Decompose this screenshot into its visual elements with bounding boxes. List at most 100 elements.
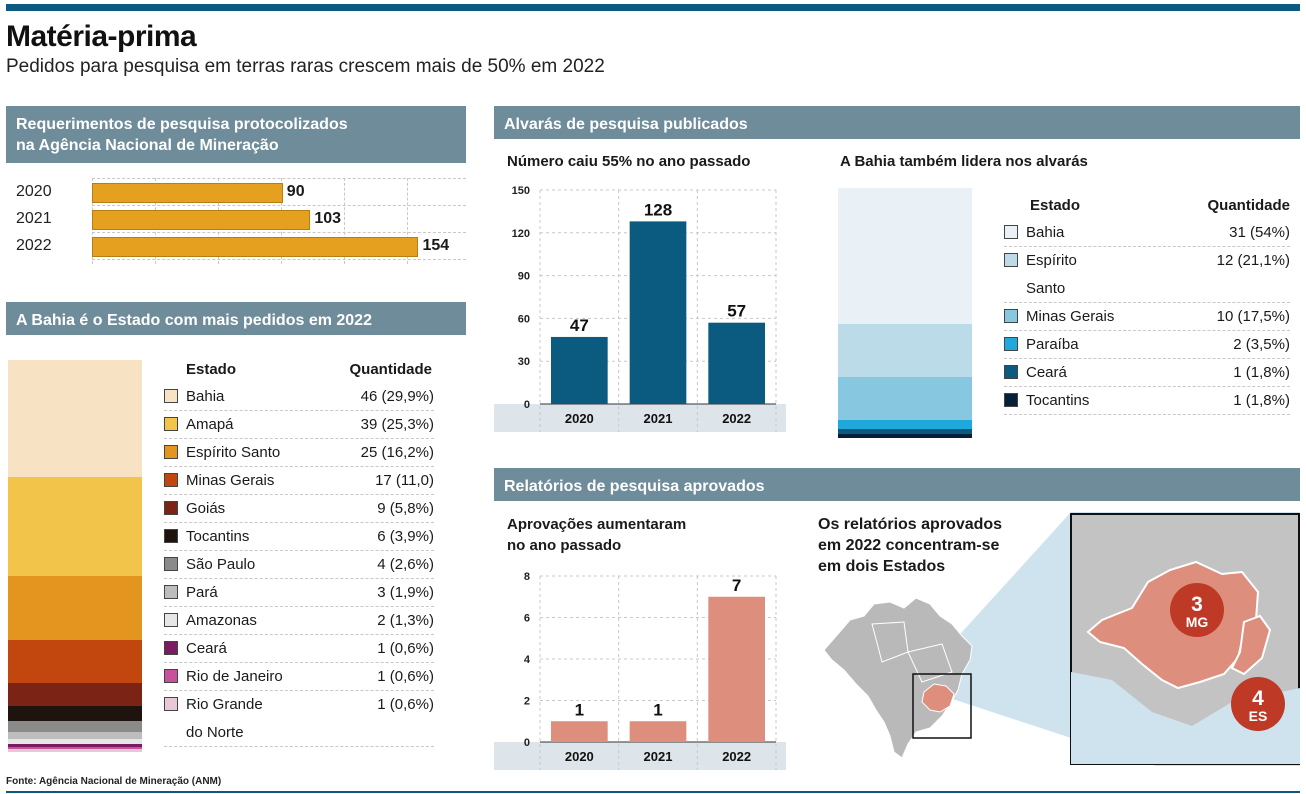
- relatorios-chart-title: Aprovações aumentaram no ano passado: [507, 516, 687, 554]
- pedidos-quantidade: 6 (3,9%): [377, 528, 434, 545]
- req-year-label: 2022: [16, 237, 52, 254]
- pedidos-segment: [8, 746, 142, 750]
- relatorios-ytick: 0: [524, 737, 530, 749]
- alvaras-ytick: 0: [524, 399, 530, 411]
- alvaras-estado: Minas Gerais: [1026, 308, 1115, 325]
- alvaras-segment: [838, 188, 972, 324]
- pedidos-quantidade: 1 (0,6%): [377, 696, 434, 713]
- alvaras-estado: Bahia: [1026, 224, 1065, 241]
- alvaras-ytick: 90: [518, 271, 530, 283]
- pedidos-segment: [8, 360, 142, 478]
- alvaras-ytick: 120: [512, 228, 530, 240]
- bottom-accent-line: [6, 791, 1300, 793]
- alvaras-row: Minas Gerais 10 (17,5%): [1004, 303, 1290, 331]
- alvaras-estado: Espírito Santo: [1026, 252, 1077, 297]
- req-bar: [92, 210, 311, 230]
- pedidos-swatch: [164, 641, 178, 655]
- alvaras-segment: [838, 323, 972, 377]
- req-value-label: 154: [422, 237, 450, 254]
- mg-es-small: [921, 683, 955, 713]
- top-accent-bar: [6, 4, 1300, 11]
- pedidos-row: Rio de Janeiro 1 (0,6%): [164, 663, 434, 691]
- page-subtitle: Pedidos para pesquisa em terras raras cr…: [6, 56, 605, 77]
- pedidos-col-estado: Estado: [186, 361, 237, 378]
- alvaras-quantidade: 1 (1,8%): [1233, 364, 1290, 381]
- alvaras-swatch: [1004, 225, 1018, 239]
- pedidos-swatch: [164, 445, 178, 459]
- req-bar: [92, 183, 283, 203]
- pedidos-quantidade: 2 (1,3%): [377, 612, 434, 629]
- pedidos-segment: [8, 744, 142, 747]
- req-gridline: [344, 178, 345, 264]
- pedidos-swatch: [164, 697, 178, 711]
- pedidos-row: Rio Grande do Norte 1 (0,6%): [164, 691, 434, 747]
- alvaras-ytick: 60: [518, 313, 530, 325]
- pedidos-segment: [8, 640, 142, 684]
- relatorios-value-label: 7: [732, 576, 741, 595]
- alvaras-col-estado: Estado: [1030, 197, 1081, 214]
- section-bahia-pedidos: A Bahia é o Estado com mais pedidos em 2…: [6, 302, 466, 335]
- alvaras-category-label: 2020: [565, 411, 594, 426]
- pedidos-quantidade: 46 (29,9%): [360, 388, 434, 405]
- brazil-map: 3 MG 4 ES: [823, 512, 1300, 766]
- section-relatorios: Relatórios de pesquisa aprovados: [494, 468, 1300, 501]
- pedidos-quantidade: 25 (16,2%): [360, 444, 434, 461]
- alvaras-swatch: [1004, 309, 1018, 323]
- pedidos-estado: Rio de Janeiro: [186, 668, 283, 685]
- req-gridline: [92, 232, 466, 233]
- pedidos-estado: Goiás: [186, 500, 226, 517]
- pedidos-row: Espírito Santo 25 (16,2%): [164, 439, 434, 467]
- pedidos-segment: [8, 749, 142, 752]
- alvaras-row: Bahia 31 (54%): [1004, 219, 1290, 247]
- pedidos-segment: [8, 721, 142, 732]
- pedidos-swatch: [164, 473, 178, 487]
- map-zoom-box: [912, 673, 972, 739]
- source-note: Fonte: Agência Nacional de Mineração (AN…: [6, 776, 222, 787]
- alvaras-value-label: 128: [644, 200, 672, 219]
- inset-ocean: [1071, 672, 1300, 764]
- relatorios-ytick: 8: [524, 571, 530, 583]
- pedidos-estado: Tocantins: [186, 528, 250, 545]
- pedidos-quantidade: 1 (0,6%): [377, 640, 434, 657]
- pedidos-row: Minas Gerais 17 (11,0): [164, 467, 434, 495]
- relatorios-chart: 0 2 4 6 8 1 2020 1 2021 7 2022: [494, 571, 786, 770]
- alvaras-stacked-bar: [838, 188, 972, 438]
- alvaras-quantidade: 1 (1,8%): [1233, 392, 1290, 409]
- map-title: Os relatórios aprovados em 2022 concentr…: [818, 516, 1003, 575]
- alvaras-segment: [838, 376, 972, 421]
- pedidos-swatch: [164, 585, 178, 599]
- pedidos-segment: [8, 576, 142, 640]
- section-requerimentos: Requerimentos de pesquisa protocolizados…: [6, 106, 466, 163]
- alvaras-chart: 0 30 60 90 120 150 47 2020 128 2021 57 2022: [494, 185, 786, 432]
- pedidos-estado: Amazonas: [186, 612, 257, 629]
- alvaras-bar: [629, 221, 687, 404]
- pedidos-estado: Rio Grande do Norte: [186, 696, 263, 741]
- pedidos-quantidade: 9 (5,8%): [377, 500, 434, 517]
- alvaras-segment: [838, 433, 972, 438]
- alvaras-ytick: 150: [512, 185, 530, 197]
- req-year-label: 2020: [16, 183, 52, 200]
- brazil-state-borders: [871, 621, 953, 683]
- relatorios-ytick: 4: [524, 654, 531, 666]
- relatorios-bar: [551, 721, 608, 742]
- req-gridline: [407, 178, 408, 264]
- pedidos-stacked-bar: [8, 360, 142, 752]
- pedidos-quantidade: 17 (11,0): [375, 472, 434, 489]
- pedidos-row: Tocantins 6 (3,9%): [164, 523, 434, 551]
- alvaras-value-label: 47: [570, 316, 589, 335]
- mg-marker: [1170, 583, 1224, 637]
- alvaras-swatch: [1004, 337, 1018, 351]
- pedidos-swatch: [164, 389, 178, 403]
- pedidos-row: Amapá 39 (25,3%): [164, 411, 434, 439]
- relatorios-value-label: 1: [575, 700, 584, 719]
- pedidos-row: Amazonas 2 (1,3%): [164, 607, 434, 635]
- pedidos-row: Pará 3 (1,9%): [164, 579, 434, 607]
- alvaras-quantidade: 10 (17,5%): [1216, 308, 1290, 325]
- pedidos-row: Ceará 1 (0,6%): [164, 635, 434, 663]
- alvaras-swatch: [1004, 393, 1018, 407]
- alvaras-row: Ceará 1 (1,8%): [1004, 359, 1290, 387]
- pedidos-row: São Paulo 4 (2,6%): [164, 551, 434, 579]
- pedidos-swatch: [164, 669, 178, 683]
- pedidos-segment: [8, 739, 142, 745]
- relatorios-bar: [629, 721, 687, 742]
